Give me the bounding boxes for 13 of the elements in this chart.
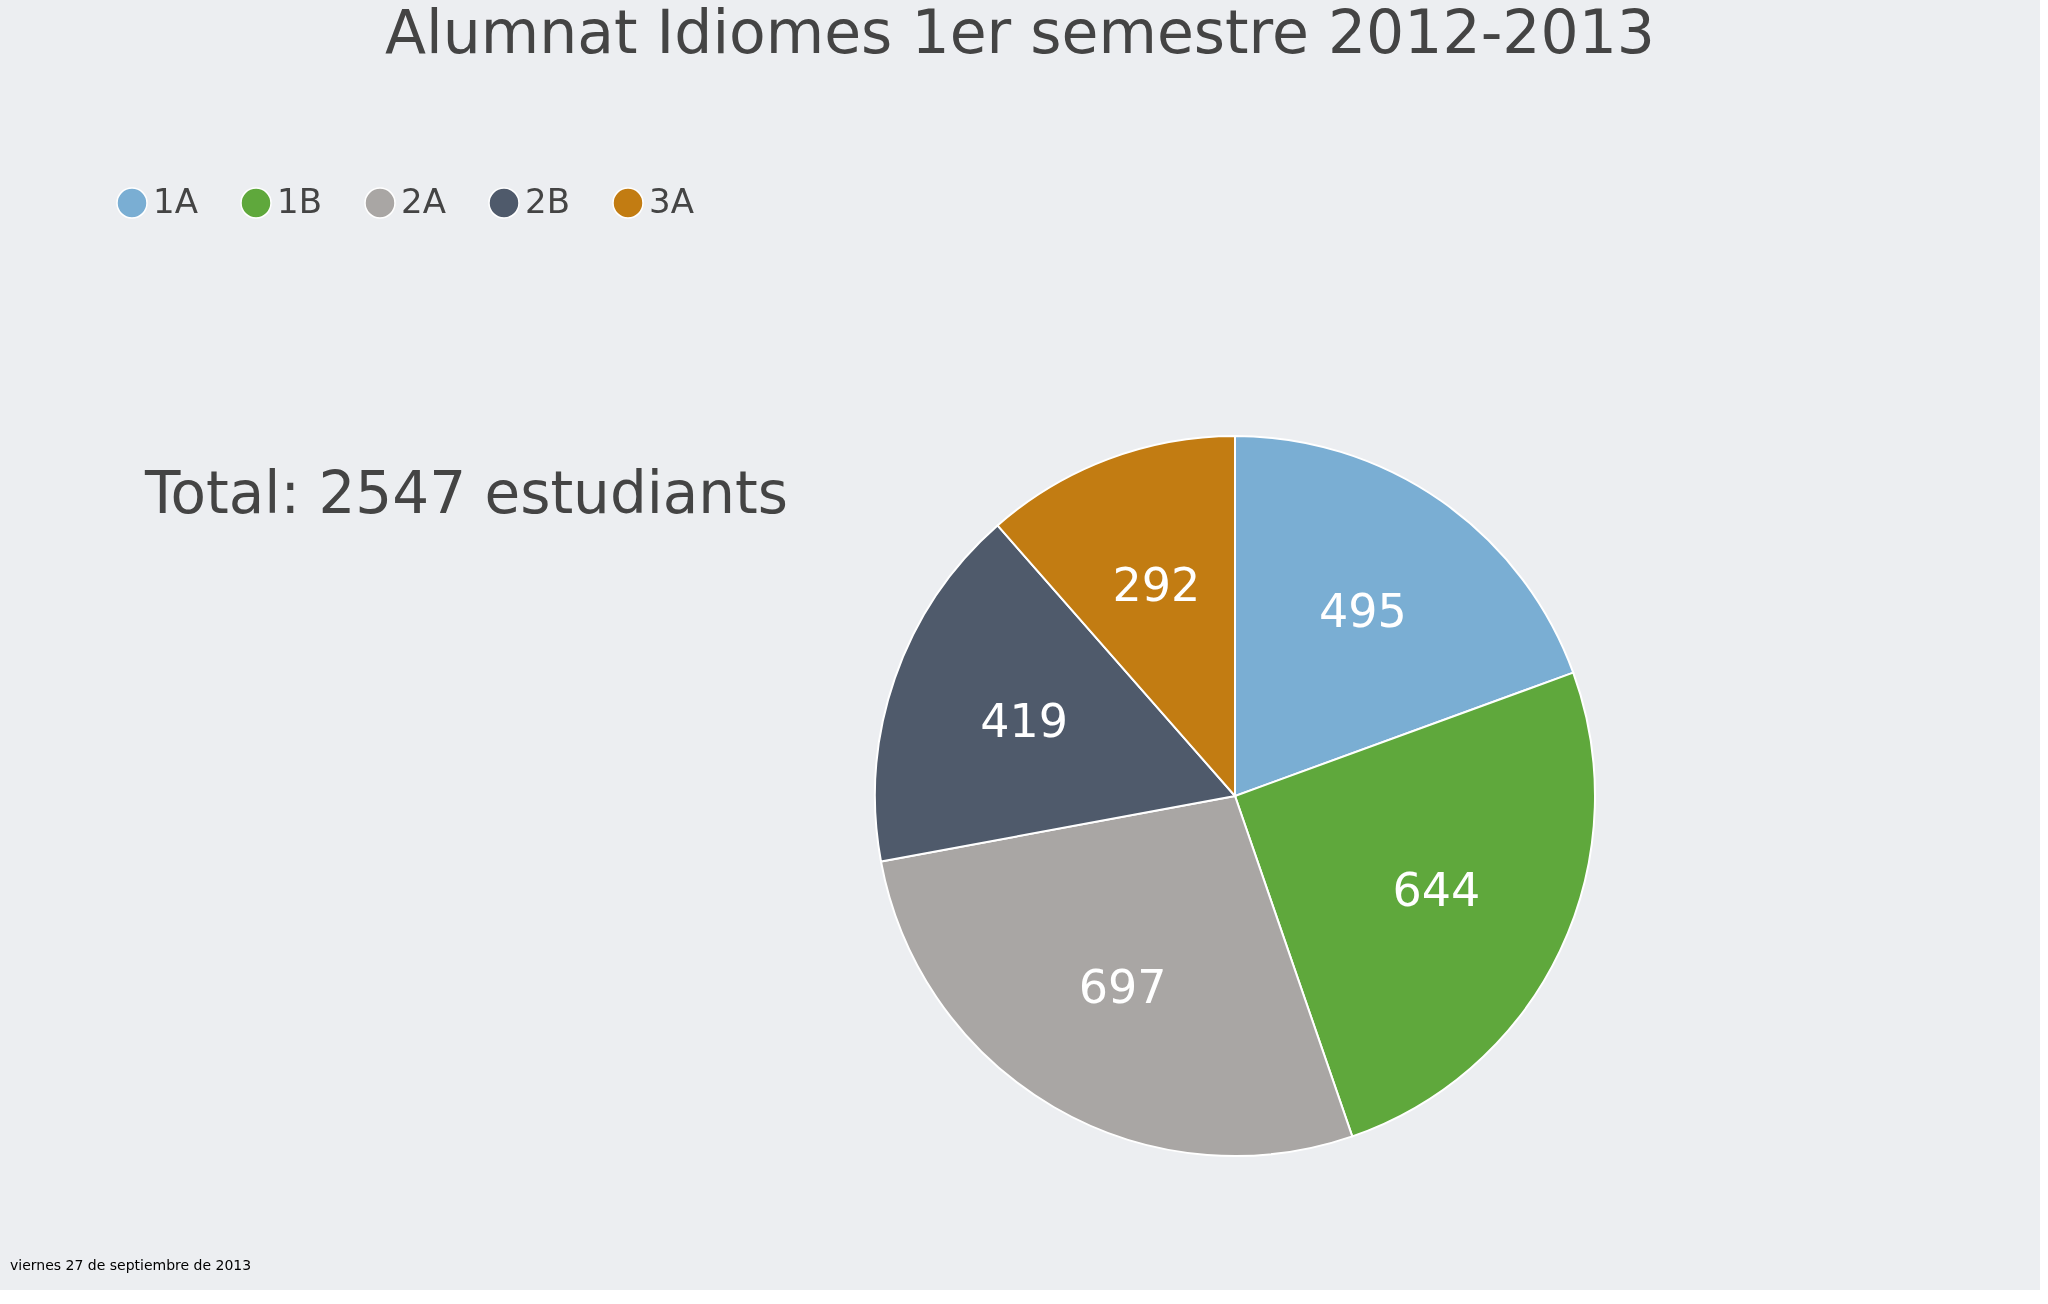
data-label: 292 bbox=[1112, 558, 1201, 613]
data-label: 495 bbox=[1319, 584, 1407, 639]
data-label: 419 bbox=[980, 693, 1069, 748]
data-label: 697 bbox=[1078, 959, 1167, 1014]
legend-label: 2B bbox=[525, 181, 570, 221]
text: Total: 2547 estudiants bbox=[144, 459, 789, 527]
legend-label: 1A bbox=[153, 181, 198, 221]
text: viernes 27 de septiembre de 2013 bbox=[10, 1257, 252, 1273]
chart-title: Alumnat Idiomes 1er semestre 2012-2013 bbox=[385, 0, 1655, 67]
data-label: 644 bbox=[1392, 863, 1481, 918]
legend-label: 1B bbox=[277, 181, 322, 221]
legend-label: 2A bbox=[401, 181, 446, 221]
legend-label: 3A bbox=[649, 181, 694, 221]
